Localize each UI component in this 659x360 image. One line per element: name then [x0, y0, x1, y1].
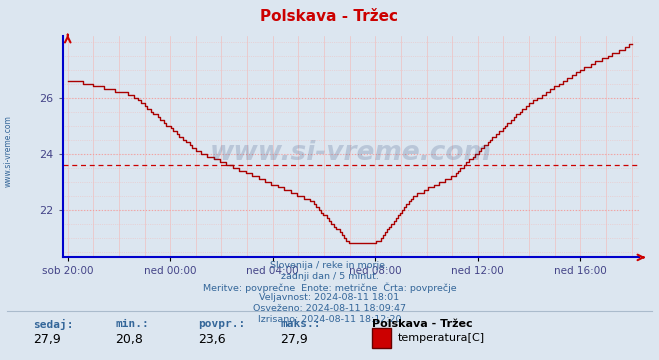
Text: temperatura[C]: temperatura[C]	[397, 333, 484, 343]
Text: Meritve: povprečne  Enote: metrične  Črta: povprečje: Meritve: povprečne Enote: metrične Črta:…	[203, 283, 456, 293]
Text: 27,9: 27,9	[280, 333, 308, 346]
Text: Osveženo: 2024-08-11 18:09:47: Osveženo: 2024-08-11 18:09:47	[253, 304, 406, 313]
Text: www.si-vreme.com: www.si-vreme.com	[210, 140, 492, 166]
Text: Polskava - Tržec: Polskava - Tržec	[260, 9, 399, 24]
Text: Veljavnost: 2024-08-11 18:01: Veljavnost: 2024-08-11 18:01	[260, 293, 399, 302]
Text: povpr.:: povpr.:	[198, 319, 245, 329]
Text: min.:: min.:	[115, 319, 149, 329]
Text: 20,8: 20,8	[115, 333, 143, 346]
Text: Izrisano: 2024-08-11 18:12:20: Izrisano: 2024-08-11 18:12:20	[258, 315, 401, 324]
Text: zadnji dan / 5 minut.: zadnji dan / 5 minut.	[281, 272, 378, 281]
Text: www.si-vreme.com: www.si-vreme.com	[3, 115, 13, 187]
Text: Slovenija / reke in morje.: Slovenija / reke in morje.	[270, 261, 389, 270]
Text: Polskava - Tržec: Polskava - Tržec	[372, 319, 473, 329]
Text: 23,6: 23,6	[198, 333, 225, 346]
Text: maks.:: maks.:	[280, 319, 320, 329]
Text: 27,9: 27,9	[33, 333, 61, 346]
Text: sedaj:: sedaj:	[33, 319, 73, 330]
